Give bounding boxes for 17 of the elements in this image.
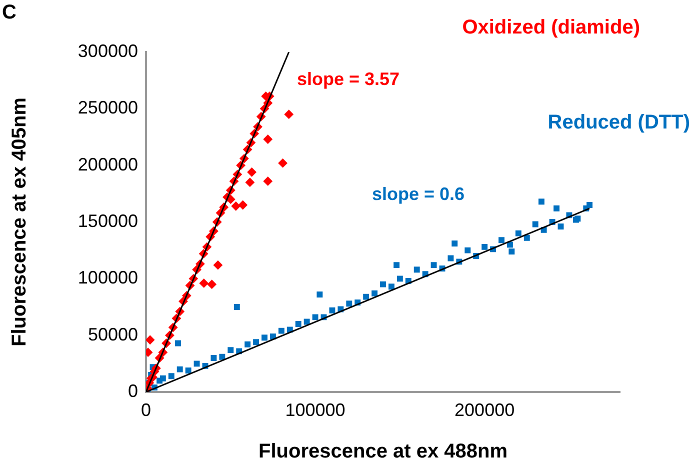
- y-tick-label: 250000: [78, 98, 138, 118]
- y-axis-title: Fluorescence at ex 405nm: [8, 97, 31, 347]
- text: Reduced (DTT): [548, 112, 690, 134]
- y-tick-label: 150000: [78, 210, 138, 231]
- x-tick-label: 100000: [285, 400, 346, 420]
- x-tick-label: 0: [140, 400, 152, 420]
- y-tick-label: 0: [128, 380, 138, 401]
- y-tick-label: 100000: [78, 268, 138, 288]
- x-tick-label: 200000: [454, 400, 515, 420]
- annotation: slope = 0.6: [372, 184, 465, 204]
- x-axis-title: Fluorescence at ex 488nm: [258, 440, 508, 463]
- y-tick-label: 50000: [88, 324, 138, 344]
- chart-title: C: [2, 2, 16, 24]
- y-tick-label: 200000: [78, 154, 138, 174]
- y-tick-label: 300000: [78, 40, 138, 61]
- annotation: slope = 3.57: [297, 68, 400, 89]
- text: Oxidized (diamide): [462, 16, 640, 39]
